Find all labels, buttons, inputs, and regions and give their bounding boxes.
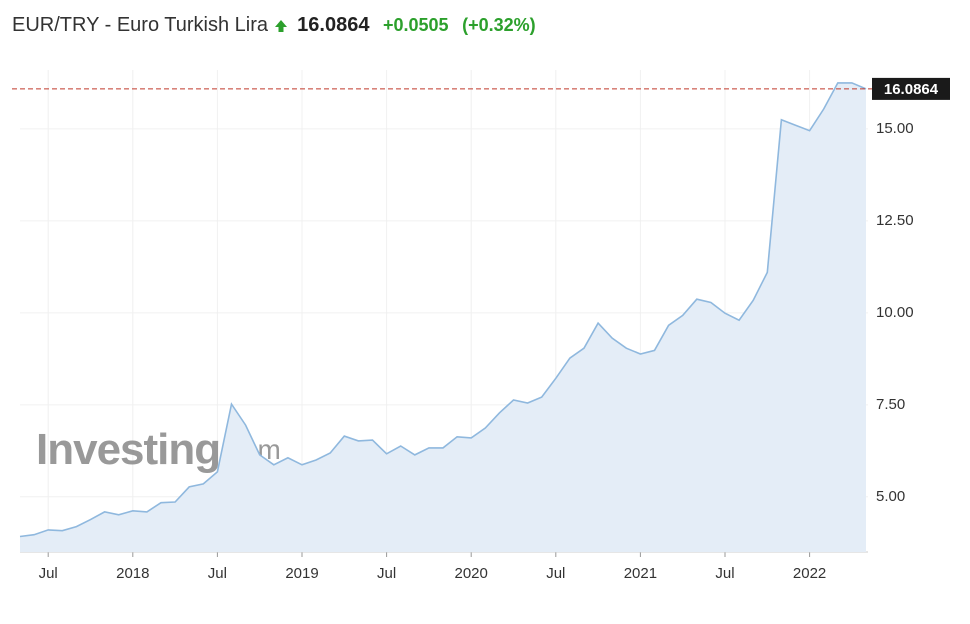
x-tick-label: 2018 [116, 565, 149, 582]
change: +0.0505 [383, 15, 449, 35]
price: 16.0864 [297, 14, 370, 36]
x-tick-label: Jul [377, 565, 396, 582]
last-value-label: 16.0864 [884, 81, 939, 98]
x-tick-label: Jul [715, 565, 734, 582]
x-tick-label: 2019 [285, 565, 318, 582]
y-tick-label: 5.00 [876, 488, 905, 505]
y-tick-label: 7.50 [876, 396, 905, 413]
last-value-box [872, 77, 950, 100]
y-tick-label: 10.00 [876, 304, 914, 321]
x-tick-label: Jul [39, 565, 58, 582]
header: EUR/TRY - Euro Turkish Lira 16.0864 +0.0… [12, 14, 536, 37]
x-tick-label: 2020 [455, 565, 488, 582]
up-arrow [274, 20, 287, 32]
x-tick-label: Jul [208, 565, 227, 582]
title: EUR/TRY - Euro Turkish Lira [12, 14, 269, 36]
x-tick-label: 2022 [793, 565, 826, 582]
area [20, 82, 866, 553]
x-tick-label: Jul [546, 565, 565, 582]
x-tick-label: 2021 [624, 565, 657, 582]
y-tick-label: 15.00 [876, 120, 914, 137]
change-percent: (+0.32%) [462, 15, 536, 35]
line [19, 82, 867, 538]
y-tick-label: 12.50 [876, 212, 914, 229]
watermark-brand: Investing [36, 425, 220, 474]
